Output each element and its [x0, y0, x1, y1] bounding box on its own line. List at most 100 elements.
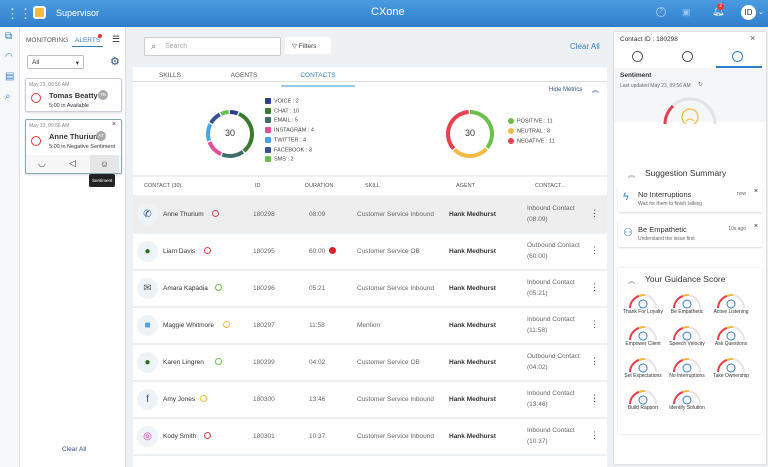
legend-item: CHAT : 10	[265, 107, 299, 114]
channel-icon	[265, 136, 271, 143]
table-row[interactable]: ✉ Amara Kapadia 180296 05:21 Customer Se…	[133, 271, 607, 306]
guidance-score-title: Your Guidance Score	[645, 274, 726, 284]
contact-id: Contact ID : 180298	[620, 36, 678, 43]
search-nav-icon[interactable]: ⌕	[5, 91, 11, 102]
legend-item: NEGATIVE : 11	[508, 138, 555, 144]
score-gauge	[673, 325, 701, 341]
table-row[interactable]: ◎ Kody Smith 180301 10:37 Customer Servi…	[133, 419, 607, 454]
table-row[interactable]	[133, 456, 607, 467]
hide-metrics-button[interactable]: Hide Metrics	[549, 87, 583, 93]
close-icon[interactable]: ×	[750, 33, 756, 43]
tab-contacts[interactable]: CONTACTS	[281, 72, 355, 87]
column-header-agent[interactable]: AGENT	[456, 183, 475, 189]
alert-time: May 23, 09:56 AM	[29, 123, 70, 129]
collapse-guidance-icon[interactable]: ︽	[628, 278, 635, 285]
agent: Hank Medhurst	[449, 248, 496, 255]
table-row[interactable]: ● Karen Lingren 180299 04:02 Customer Se…	[133, 345, 607, 380]
alert-card[interactable]: May 23, 09:56 AM × Anne Thurium AT 5:00 …	[25, 119, 122, 174]
kebab-menu-icon[interactable]: ⋮	[590, 356, 599, 366]
voice-icon: ✆	[137, 204, 158, 225]
tab-agents[interactable]: AGENTS	[230, 72, 258, 79]
clear-all-button[interactable]: Clear All	[570, 42, 600, 51]
table-row[interactable]: ■ Maggie Whitmore 180297 11:58 Mention H…	[133, 308, 607, 343]
skill: Customer Service OB	[357, 359, 420, 366]
channel-icon	[265, 117, 271, 124]
score-gauge	[717, 325, 745, 341]
kebab-menu-icon[interactable]: ⋮	[590, 430, 599, 440]
kebab-menu-icon[interactable]: ⋮	[590, 319, 599, 329]
column-header-id[interactable]: ID	[255, 183, 261, 189]
close-icon[interactable]: ×	[753, 223, 758, 230]
contact-name: Karen Lingren	[163, 359, 204, 366]
duration: 13:46	[309, 396, 326, 403]
close-icon[interactable]: ×	[112, 121, 117, 128]
alert-card[interactable]: May 23, 09:56 AM Tomas Beatty TB 5:00 in…	[25, 78, 122, 112]
clear-all-alerts-link[interactable]: Clear All	[62, 446, 87, 453]
tab-alerts[interactable]: ALERTS	[72, 37, 104, 47]
sentiment-tooltip: Sentiment	[89, 174, 116, 187]
tab-monitoring[interactable]: MONITORING	[26, 37, 69, 44]
last-updated: Last updated May 23, 09:56 AM	[620, 83, 691, 89]
contact-time: (11:58)	[527, 327, 548, 334]
kebab-menu-icon[interactable]: ⋮	[590, 208, 599, 218]
score-label: Ask Questions	[714, 341, 748, 347]
legend-label: POSITIVE : 11	[517, 118, 553, 125]
channel-segment	[206, 123, 213, 142]
close-icon[interactable]: ×	[753, 188, 758, 195]
column-header-contact[interactable]: CONTACT (30)	[144, 183, 182, 189]
legend-item: VOICE : 2	[265, 98, 299, 104]
contact-id: 180298	[253, 211, 275, 218]
contact-id: 180295	[253, 248, 275, 255]
alert-filter-value: All	[32, 59, 40, 66]
search-input[interactable]: ⌕ Search	[144, 37, 281, 56]
kebab-menu-icon[interactable]: ⋮	[590, 282, 599, 292]
score-label: Build Rapport	[627, 405, 659, 411]
alert-time: May 23, 09:56 AM	[29, 82, 70, 88]
list-menu-icon[interactable]: ☰	[112, 34, 121, 44]
refresh-icon[interactable]: ↻	[698, 82, 704, 88]
gear-icon[interactable]: ⚙	[110, 56, 120, 68]
tab-skills[interactable]: SKILLS	[158, 72, 182, 79]
suggestion-card[interactable]: ϟ No Interruptions Wait for them to fini…	[618, 186, 762, 212]
table-row[interactable]: ● Liam Davis 180295 60:00 Customer Servi…	[133, 234, 607, 269]
filters-button[interactable]: ▽ Filters	[285, 37, 331, 54]
bell-icon[interactable]: 🔔︎	[712, 6, 725, 17]
supervisor-nav-icon[interactable]: ⧉	[5, 31, 13, 42]
positive-sentiment-icon	[215, 284, 223, 291]
guidance-score-item: Ask Questions	[709, 323, 753, 347]
pie-chart-tab-icon[interactable]	[682, 51, 693, 62]
column-header-contact-type[interactable]: CONTACT...	[535, 183, 566, 189]
suggestion-title: No Interruptions	[638, 190, 692, 199]
twitter-icon: ■	[137, 315, 158, 336]
suggestion-time: now	[736, 191, 746, 197]
collapse-suggestions-icon[interactable]: ︽	[628, 172, 635, 179]
clock-tab-icon[interactable]	[632, 51, 643, 62]
user-avatar[interactable]: ID	[741, 5, 756, 20]
agent: Hank Medhurst	[449, 285, 496, 292]
legend-label: SMS : 2	[274, 156, 294, 163]
column-header-skill[interactable]: SKILL	[365, 183, 380, 189]
kebab-menu-icon[interactable]: ⋮	[590, 245, 599, 255]
column-header-duration[interactable]: DURATION	[305, 183, 334, 189]
alert-filter-select[interactable]: All ▾	[27, 55, 84, 69]
chevron-up-icon[interactable]: ︽	[592, 87, 599, 94]
guidance-score-item: No Interruptions	[665, 355, 709, 379]
gauge-nav-icon[interactable]: ◠	[5, 51, 13, 61]
help-icon[interactable]: ?	[656, 7, 666, 17]
table-row[interactable]: ✆ Anne Thurium 180298 08:09 Customer Ser…	[133, 197, 607, 232]
kebab-menu-icon[interactable]: ⋮	[590, 393, 599, 403]
document-nav-icon[interactable]: ▤	[5, 71, 15, 82]
table-row[interactable]: f Amy Jones 180300 13:46 Customer Servic…	[133, 382, 607, 417]
suggestion-card[interactable]: ⚇ Be Empathetic Understand the issue fir…	[618, 221, 762, 247]
megaphone-icon[interactable]: ◁	[69, 158, 76, 168]
app-title: Supervisor	[56, 8, 100, 18]
headset-icon[interactable]: ◡	[38, 158, 46, 168]
score-label: Take Ownership	[713, 373, 749, 379]
sentiment-icon[interactable]: ☺	[90, 155, 119, 173]
sentiment-tab-icon[interactable]	[732, 51, 743, 62]
search-placeholder: Search	[165, 43, 188, 50]
chevron-down-icon[interactable]: ⌄	[758, 9, 764, 16]
monitor-icon[interactable]: ▣	[682, 7, 691, 17]
score-gauge	[717, 293, 745, 309]
chat-icon: ●	[137, 352, 158, 373]
